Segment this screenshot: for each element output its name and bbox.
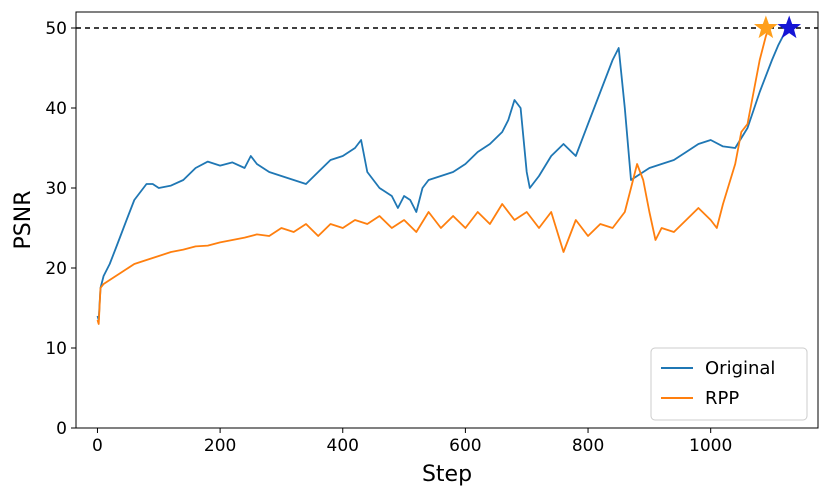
marker-layer (753, 15, 801, 39)
legend-label-original: Original (705, 358, 775, 379)
series-line-rpp (96, 27, 770, 325)
y-tick-label: 20 (45, 259, 67, 279)
x-tick-label: 1000 (689, 436, 732, 456)
y-tick-label: 10 (45, 339, 67, 359)
y-tick-label: 50 (45, 19, 67, 39)
y-tick-label: 30 (45, 179, 67, 199)
star-marker-rpp (753, 15, 778, 39)
y-tick-label: 40 (45, 99, 67, 119)
series-layer (96, 27, 790, 325)
y-axis-title: PSNR (11, 191, 36, 250)
series-line-original (96, 27, 790, 321)
x-tick-label: 600 (449, 436, 481, 456)
star-marker-original (777, 15, 801, 39)
y-tick-label: 0 (56, 419, 67, 439)
y-axis-ticks: 0 10 20 30 40 50 (45, 19, 76, 439)
x-tick-label: 400 (327, 436, 359, 456)
legend-box (650, 347, 808, 421)
legend-label-rpp: RPP (705, 388, 739, 409)
legend: Original RPP (650, 347, 808, 421)
x-tick-label: 800 (572, 436, 604, 456)
x-tick-label: 0 (92, 436, 103, 456)
x-axis-title: Step (422, 462, 472, 487)
x-axis-ticks: 0 200 400 600 800 1000 (92, 428, 732, 456)
x-tick-label: 200 (204, 436, 236, 456)
plot-frame (75, 11, 819, 429)
